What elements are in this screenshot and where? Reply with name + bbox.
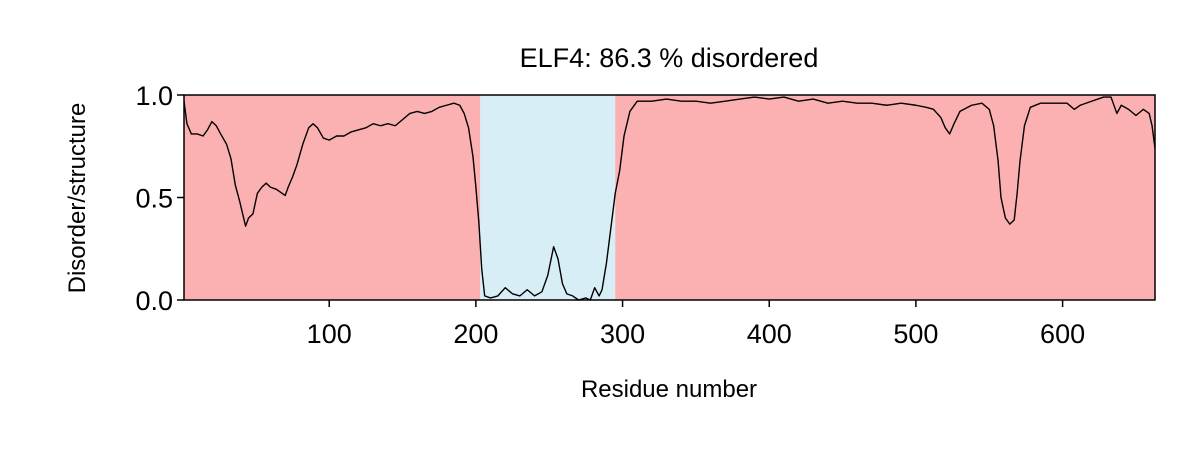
disorder-series [183, 96, 1156, 301]
region-shading [184, 95, 1155, 300]
disorder-line-0 [183, 96, 1156, 301]
x-tick-label: 600 [1040, 319, 1085, 349]
x-tick-label: 300 [600, 319, 645, 349]
x-tick-label: 400 [747, 319, 792, 349]
x-tick-label: 500 [893, 319, 938, 349]
region-disordered-2 [615, 95, 1155, 300]
y-axis-label: Disorder/structure [64, 103, 91, 294]
y-tick-label: 1.0 [135, 81, 173, 111]
x-axis: 100 200 300 400 500 600 [307, 300, 1085, 349]
x-tick-label: 200 [453, 319, 498, 349]
y-tick-label: 0.5 [135, 184, 173, 214]
x-tick-label: 100 [307, 319, 352, 349]
x-axis-label: Residue number [581, 376, 757, 403]
chart-title: ELF4: 86.3 % disordered [520, 43, 819, 73]
region-disordered-0 [184, 95, 481, 300]
region-ordered-1 [480, 95, 616, 300]
y-axis: 0.0 0.5 1.0 [135, 81, 184, 316]
y-tick-label: 0.0 [135, 286, 173, 316]
